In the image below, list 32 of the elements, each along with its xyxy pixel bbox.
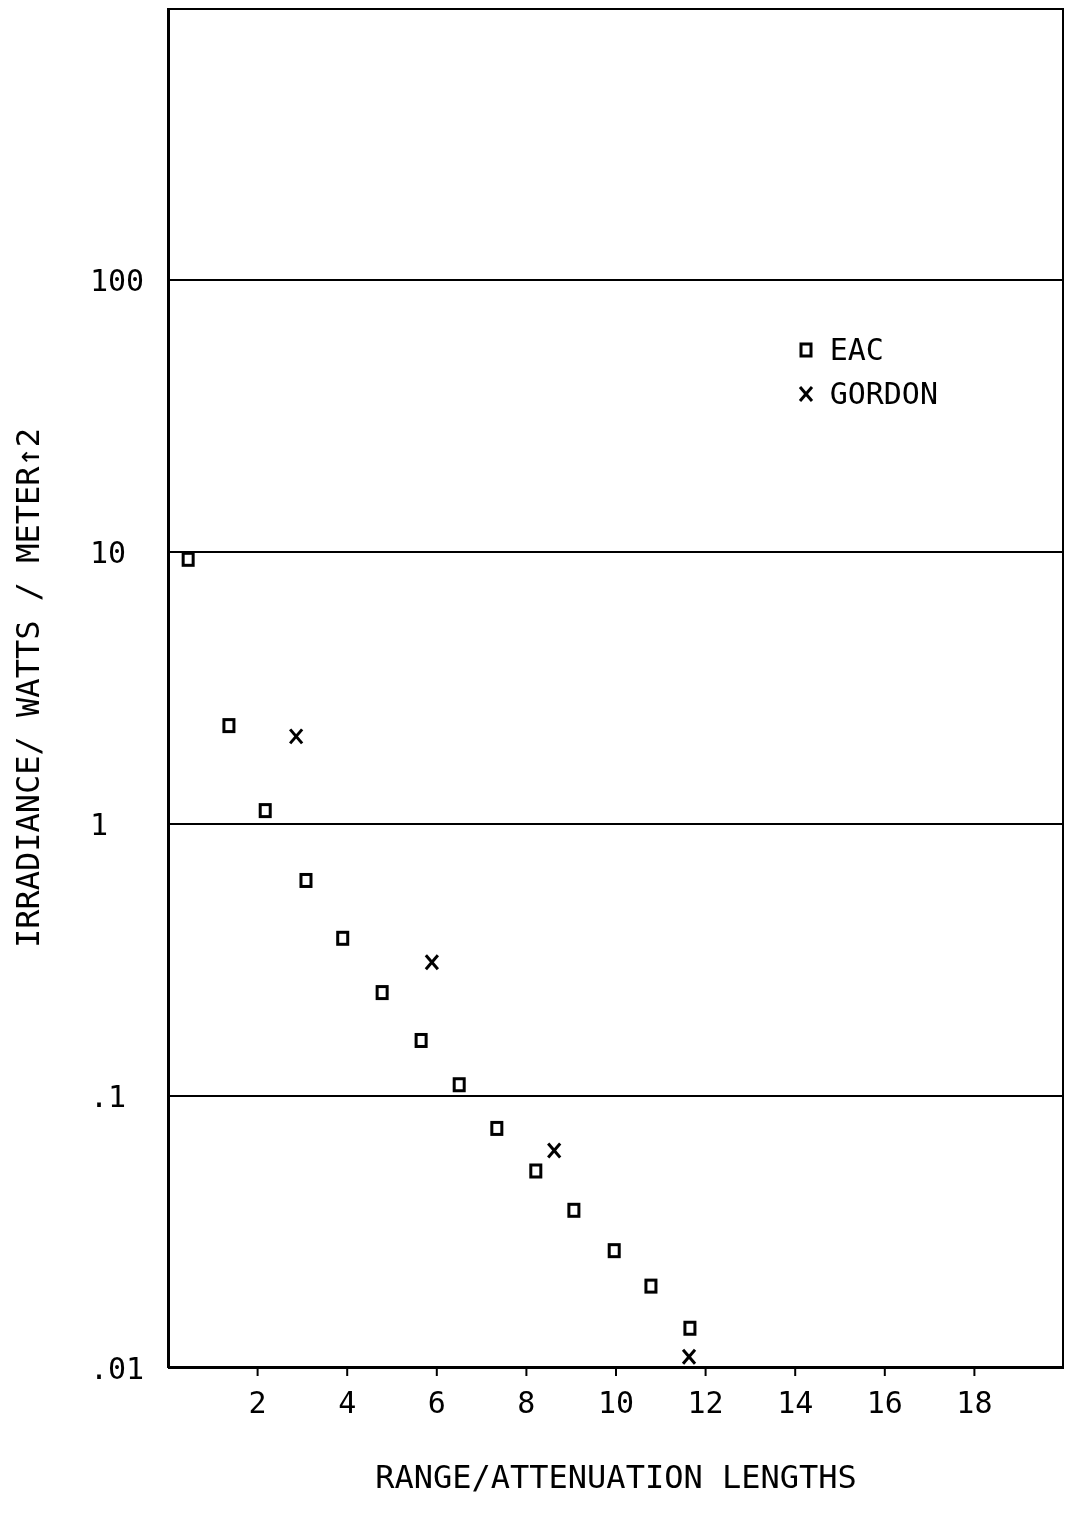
x-tick-label: 18 — [956, 1385, 993, 1421]
point — [567, 1202, 581, 1218]
point — [529, 1163, 543, 1179]
point — [336, 930, 350, 946]
y-tick-label: 1 — [90, 806, 109, 842]
point — [258, 803, 272, 819]
point — [452, 1077, 466, 1093]
x-tick-label: 4 — [338, 1385, 357, 1421]
point — [644, 1278, 658, 1294]
x-tick-label: 6 — [427, 1385, 446, 1421]
y-tick-label: .01 — [90, 1350, 145, 1386]
legend-label: GORDON — [829, 375, 938, 413]
point — [414, 1032, 428, 1048]
point — [683, 1320, 697, 1336]
y-axis-title: IRRADIANCE/ WATTS / METER↑2 — [9, 427, 48, 949]
x-tick-label: 10 — [597, 1385, 635, 1421]
point — [299, 872, 313, 888]
y-tick-label: 100 — [90, 262, 145, 298]
x-tick-label: 2 — [248, 1385, 267, 1421]
legend-label: EAC — [829, 331, 884, 369]
point — [222, 718, 236, 734]
x-tick-label: 16 — [866, 1385, 903, 1421]
point — [375, 985, 389, 1001]
y-tick-label: .1 — [90, 1078, 127, 1114]
point — [607, 1243, 621, 1259]
x-tick-label: 8 — [517, 1385, 536, 1421]
x-tick-label: 12 — [687, 1385, 724, 1421]
point — [490, 1120, 504, 1136]
point — [181, 551, 195, 567]
x-axis-title: RANGE/ATTENUATION LENGTHS — [375, 1458, 857, 1496]
x-tick-label: 14 — [777, 1385, 814, 1421]
y-tick-label: 10 — [90, 534, 127, 570]
